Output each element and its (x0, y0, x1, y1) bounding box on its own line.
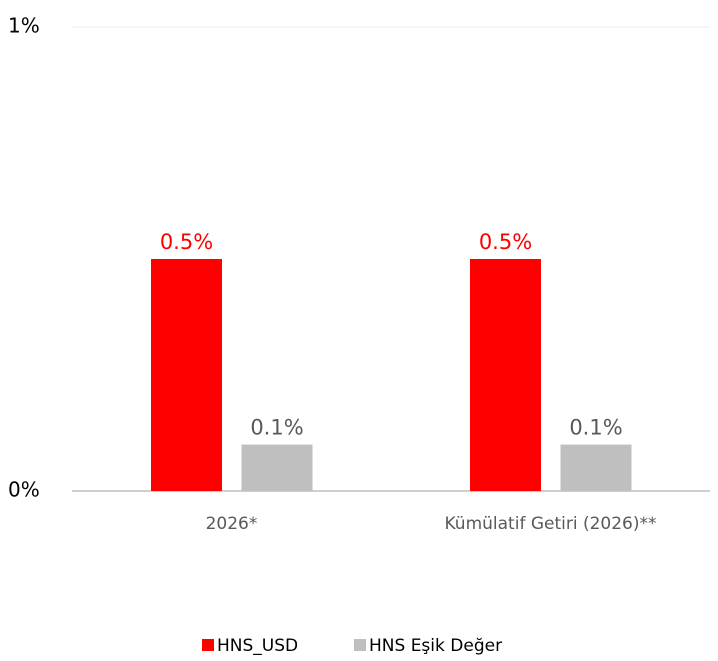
value-label: 0.5% (479, 230, 532, 254)
bar (560, 444, 632, 491)
x-tick-label: 2026* (206, 514, 258, 534)
bar (151, 259, 222, 491)
value-label: 0.5% (160, 230, 213, 254)
y-tick-label: 0% (8, 478, 40, 502)
legend-label: HNS_USD (217, 636, 298, 656)
bar (241, 444, 313, 491)
legend-swatch (202, 639, 214, 651)
legend-label: HNS Eşik Değer (369, 636, 502, 656)
bar (470, 259, 541, 491)
legend-swatch (354, 639, 366, 651)
x-tick-label: Kümülatif Getiri (2026)** (445, 514, 657, 534)
value-label: 0.1% (569, 416, 622, 440)
value-label: 0.1% (250, 416, 303, 440)
y-tick-label: 1% (8, 14, 40, 38)
